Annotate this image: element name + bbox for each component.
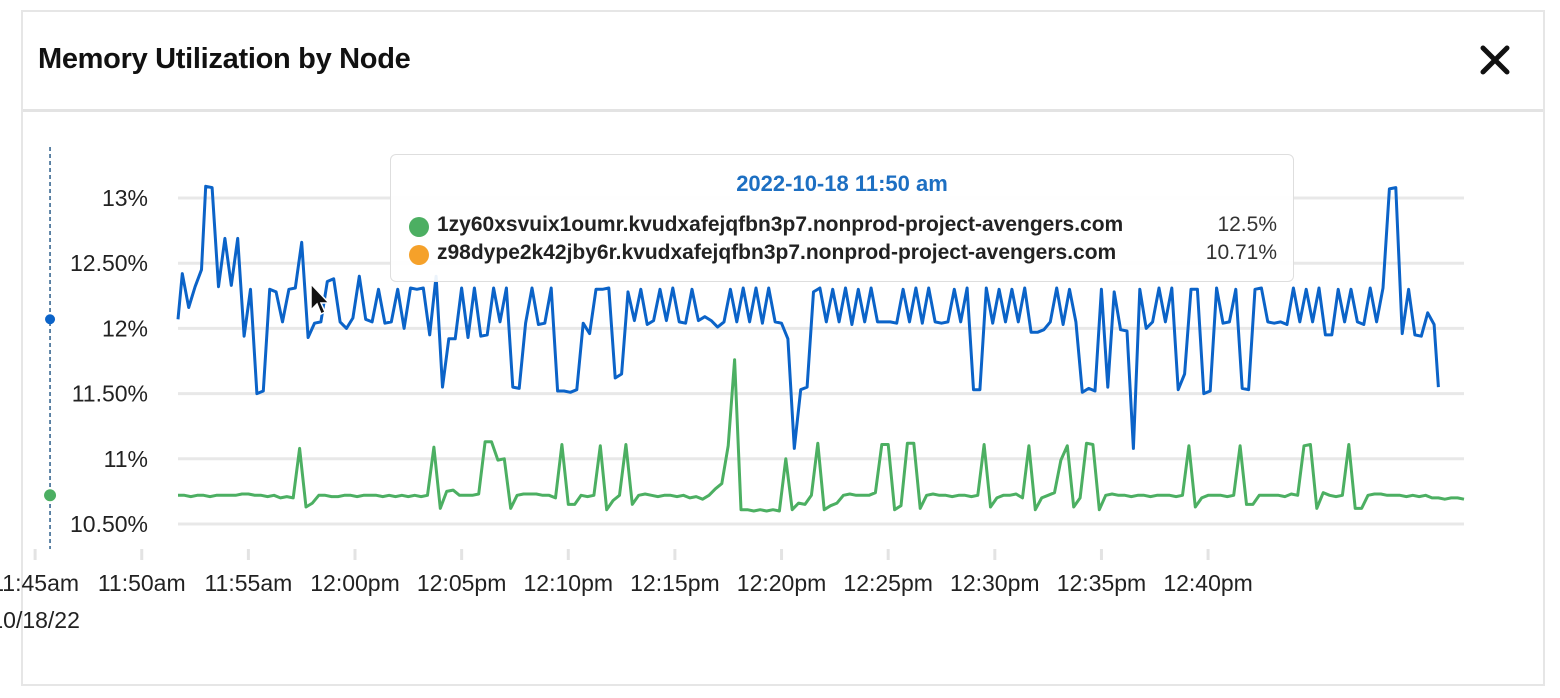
series-color-dot (409, 245, 429, 265)
mouse-cursor-icon (310, 282, 331, 316)
x-tick-label: 12:30pm (950, 570, 1040, 596)
x-tick-label: 11:55am (204, 570, 292, 596)
tooltip-series-name: z98dype2k42jby6r.kvudxafejqfbn3p7.nonpro… (437, 241, 1117, 264)
chart-tooltip: 2022-10-18 11:50 am 1zy60xsvuix1oumr.kvu… (390, 154, 1294, 282)
y-tick-label: 13% (102, 185, 148, 211)
x-tick-label: 12:35pm (1057, 570, 1147, 596)
close-icon[interactable] (1477, 42, 1513, 78)
series-color-dot (409, 217, 429, 237)
panel-title: Memory Utilization by Node (38, 43, 411, 75)
x-tick-label: 12:20pm (737, 570, 827, 596)
x-tick-label: 12:25pm (843, 570, 933, 596)
y-tick-label: 11% (104, 446, 148, 472)
x-tick-label: 12:40pm (1163, 570, 1253, 596)
y-tick-label: 12% (102, 315, 148, 341)
y-tick-label: 11.50% (72, 381, 148, 407)
x-tick-label: 12:15pm (630, 570, 720, 596)
series-line-green (178, 358, 1465, 513)
tooltip-time: 2022-10-18 11:50 am (736, 171, 948, 196)
tooltip-series-name: 1zy60xsvuix1oumr.kvudxafejqfbn3p7.nonpro… (437, 213, 1124, 236)
x-tick-label: 11:45am (0, 570, 79, 596)
series-line-blue (176, 184, 1440, 450)
hover-marker-blue (45, 314, 56, 325)
x-date-label: 10/18/22 (0, 607, 80, 633)
chart-panel: Memory Utilization by Node (21, 10, 1545, 686)
y-tick-label: 12.50% (70, 250, 148, 276)
x-tick-label: 12:00pm (310, 570, 400, 596)
tooltip-row: z98dype2k42jby6r.kvudxafejqfbn3p7.nonpro… (409, 241, 1277, 269)
tooltip-series-value: 10.71% (1205, 241, 1277, 264)
y-tick-label: 10.50% (70, 511, 148, 537)
panel-header: Memory Utilization by Node (23, 12, 1543, 112)
x-tick-label: 12:10pm (524, 570, 614, 596)
tooltip-series-value: 12.5% (1217, 213, 1277, 236)
x-tick-label: 12:05pm (417, 570, 507, 596)
hover-marker-green (44, 489, 57, 502)
tooltip-row: 1zy60xsvuix1oumr.kvudxafejqfbn3p7.nonpro… (409, 213, 1277, 241)
x-tick-label: 11:50am (98, 570, 186, 596)
